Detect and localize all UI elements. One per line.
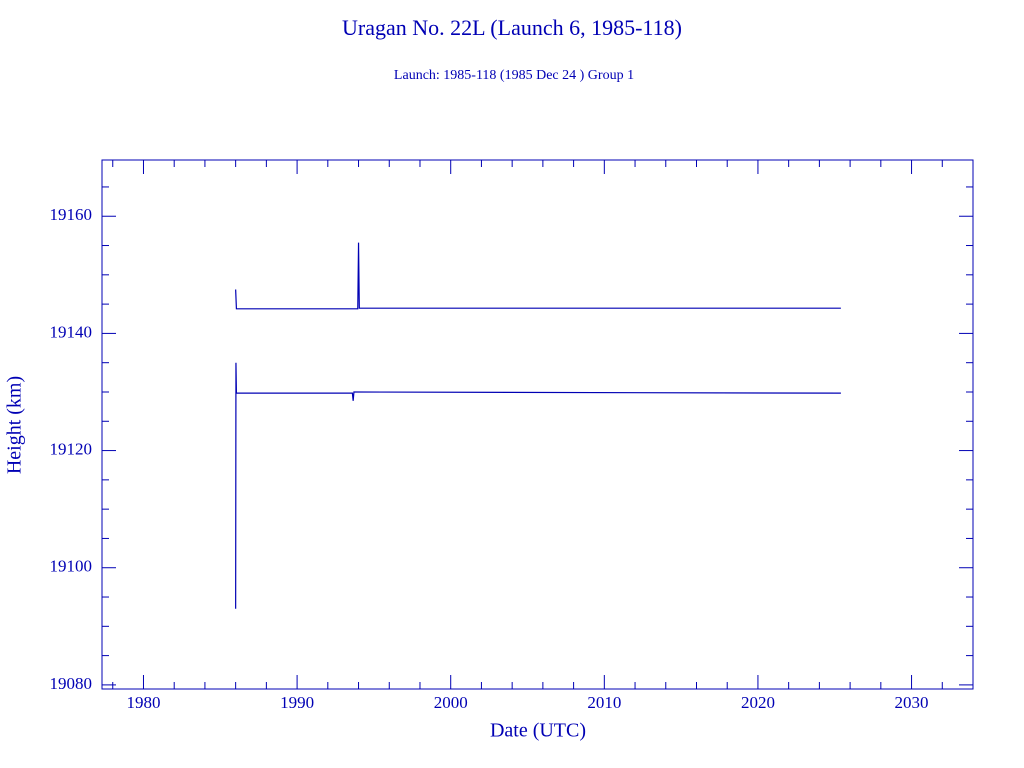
x-tick-label: 2010: [587, 693, 621, 712]
data-line: [235, 362, 841, 609]
y-tick-label: 19140: [50, 322, 93, 341]
y-tick-label: 19120: [50, 439, 93, 458]
y-tick-label: 19080: [50, 674, 93, 693]
plot-frame: [101, 159, 974, 690]
chart-title: Uragan No. 22L (Launch 6, 1985-118): [342, 15, 682, 40]
x-tick-label: 2030: [895, 693, 929, 712]
x-tick-label: 2020: [741, 693, 775, 712]
y-axis-label: Height (km): [4, 376, 26, 474]
y-tick-label: 19100: [50, 557, 93, 576]
x-tick-label: 1990: [280, 693, 314, 712]
x-tick-label: 1980: [126, 693, 160, 712]
x-axis-label: Date (UTC): [490, 720, 586, 742]
x-tick-label: 2000: [434, 693, 468, 712]
data-line: [235, 242, 841, 310]
y-tick-label: 19160: [50, 205, 93, 224]
chart-subtitle: Launch: 1985-118 (1985 Dec 24 ) Group 1: [394, 68, 634, 83]
